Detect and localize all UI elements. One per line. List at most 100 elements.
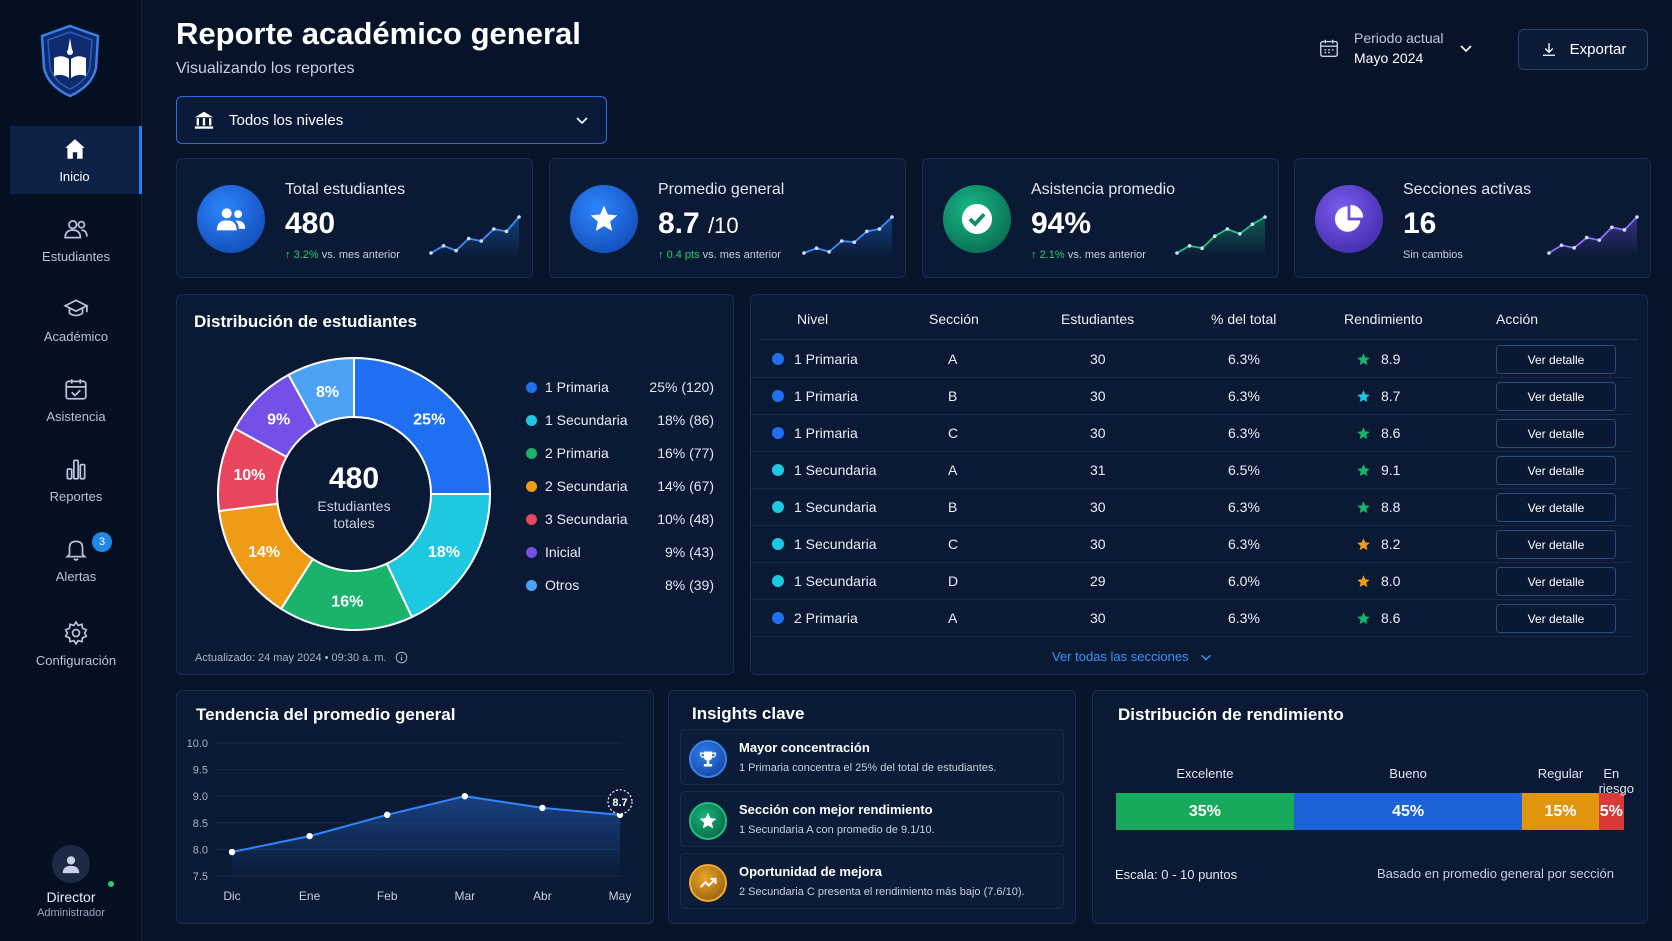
trend-area [232, 796, 620, 876]
user-name: Director [46, 889, 96, 905]
legend-value: 14% (67) [657, 478, 714, 494]
period-value: Mayo 2024 [1354, 50, 1424, 66]
nav-estudiantes[interactable]: Estudiantes [10, 206, 142, 274]
star-icon [1357, 500, 1370, 513]
legend-name: 2 Secundaria [545, 478, 628, 494]
sparkline-point [1250, 222, 1255, 226]
nav-asistencia[interactable]: Asistencia [10, 366, 142, 434]
donut-slice-label: 16% [331, 593, 363, 610]
sparkline-line [430, 216, 520, 254]
donut-total-label-1: Estudiantes [317, 498, 390, 514]
sparkline-point [429, 251, 433, 255]
last-value-label: 8.7 [612, 797, 627, 809]
insight-item: Oportunidad de mejora 2 Secundaria C pre… [680, 853, 1064, 909]
period-selector[interactable]: Periodo actual Mayo 2024 [1318, 28, 1474, 68]
insight-icon-bg [689, 740, 727, 778]
kpi-value: 8.7 /10 [658, 207, 739, 240]
nav-reportes[interactable]: Reportes [10, 446, 142, 514]
star-icon [590, 205, 618, 231]
level-dot [772, 575, 784, 587]
y-tick-label: 9.5 [193, 765, 208, 777]
legend-item: 1 Secundaria 18% (86) [526, 412, 714, 428]
nav-academico[interactable]: Académico [10, 286, 142, 354]
sparkline-point [504, 229, 509, 234]
chevron-down-icon [1200, 654, 1211, 661]
kpi-icon-bg [570, 185, 638, 253]
pie-icon [1334, 204, 1364, 232]
cell-students: 31 [1090, 462, 1106, 478]
nav-alertas[interactable]: Alertas 3 [10, 526, 142, 594]
cell-score: 8.0 [1356, 573, 1400, 589]
star-icon [1357, 389, 1370, 402]
sparkline-point [1547, 251, 1551, 255]
nav-inicio[interactable]: Inicio [10, 126, 142, 194]
see-all-sections-link[interactable]: Ver todas las secciones [1052, 649, 1213, 664]
sparkline-point [877, 227, 882, 231]
legend-value: 10% (48) [657, 511, 714, 527]
star-icon [1357, 463, 1370, 476]
cell-pct: 6.3% [1228, 388, 1260, 404]
legend-name: Otros [545, 577, 580, 593]
trend-point [384, 811, 391, 819]
cell-pct: 6.3% [1228, 610, 1260, 626]
donut-slice-label: 10% [233, 467, 265, 484]
kpi-value: 94% [1031, 207, 1092, 240]
nav-label: Configuración [35, 653, 117, 668]
bell-icon [65, 540, 87, 561]
user-profile[interactable]: Director Administrador [10, 845, 132, 919]
sparkline-point [492, 227, 496, 231]
trend-line-chart: 10.0 9.5 9.0 8.5 8.0 7.5 Dic Ene Feb Mar Abr May 8.7 [187, 738, 633, 903]
performance-segment: 5% [1598, 793, 1624, 830]
legend-item: 2 Primaria 16% (77) [526, 445, 714, 461]
kpi-delta: Sin cambios [1403, 249, 1463, 261]
cell-level: 1 Primaria [772, 388, 858, 404]
insights-title: Insights clave [692, 704, 805, 723]
view-detail-button[interactable]: Ver detalle [1496, 345, 1616, 374]
cell-score: 8.7 [1356, 388, 1400, 404]
table-row: 1 Secundaria D 29 6.0% 8.0 Ver detalle [750, 563, 1630, 600]
level-dot [772, 464, 784, 476]
chevron-down-icon [1459, 45, 1472, 53]
nav-label: Inicio [59, 169, 90, 184]
view-detail-button[interactable]: Ver detalle [1496, 456, 1616, 485]
cell-section: A [948, 610, 958, 626]
sparkline-point [466, 236, 471, 241]
table-row: 1 Primaria B 30 6.3% 8.7 Ver detalle [750, 378, 1630, 415]
chevron-down-icon [576, 117, 588, 125]
y-tick-label: 8.0 [193, 844, 208, 856]
cell-score: 8.6 [1356, 610, 1400, 626]
download-icon [1542, 42, 1555, 56]
level-filter-dropdown[interactable]: Todos los niveles [176, 96, 607, 144]
view-detail-button[interactable]: Ver detalle [1496, 604, 1616, 633]
view-detail-button[interactable]: Ver detalle [1496, 419, 1616, 448]
donut-slice [353, 356, 492, 495]
th-accion: Acción [1496, 311, 1539, 327]
nav-configuracion[interactable]: Configuración [10, 610, 142, 678]
info-icon[interactable] [395, 651, 408, 664]
legend-value: 9% (43) [664, 544, 714, 560]
table-row: 1 Secundaria B 30 6.3% 8.8 Ver detalle [750, 489, 1630, 526]
x-tick-label: Dic [223, 889, 240, 903]
cell-students: 30 [1090, 351, 1106, 367]
cell-pct: 6.3% [1228, 499, 1260, 515]
level-dot [772, 353, 784, 365]
view-detail-button[interactable]: Ver detalle [1496, 382, 1616, 411]
legend-item: 3 Secundaria 10% (48) [526, 511, 714, 527]
cell-level: 1 Primaria [772, 425, 858, 441]
donut-slice-label: 8% [316, 384, 339, 401]
cell-section: C [948, 536, 959, 552]
performance-scale: Escala: 0 - 10 puntos [1115, 867, 1238, 882]
cell-pct: 6.0% [1228, 573, 1260, 589]
legend-swatch [526, 480, 537, 492]
export-button[interactable]: Exportar [1518, 29, 1648, 70]
sparkline-point [1225, 227, 1230, 231]
legend-value: 18% (86) [657, 412, 714, 428]
view-detail-button[interactable]: Ver detalle [1496, 493, 1616, 522]
school-building-icon [194, 111, 214, 129]
view-detail-button[interactable]: Ver detalle [1496, 530, 1616, 559]
star-icon [1357, 611, 1370, 624]
cell-students: 30 [1090, 536, 1106, 552]
view-detail-button[interactable]: Ver detalle [1496, 567, 1616, 596]
sparkline-point [890, 215, 894, 219]
insight-title: Mayor concentración [739, 740, 870, 755]
